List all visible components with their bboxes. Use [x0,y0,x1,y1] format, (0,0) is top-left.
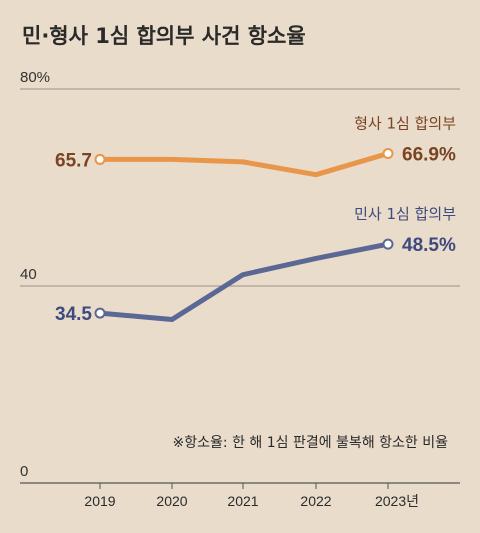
start-value-label: 65.7 [55,150,92,171]
x-tick-label: 2020 [156,493,187,509]
y-tick-label: 40 [20,266,37,283]
y-tick-label: 0 [20,463,28,480]
x-tick-label: 2021 [227,493,258,509]
series-line [97,151,391,178]
y-tick-label: 80% [20,69,50,86]
series-group: 65.7 66.9% 형사 1심 합의부 34.5 48.5% 민사 1심 합의부 [55,115,456,326]
y-axis-ticks: 80% 40 0 [20,69,50,480]
x-axis-ticks: 2019 2020 2021 2022 2023년 [84,483,419,509]
end-value-label: 48.5% [402,235,456,256]
data-point-start [94,307,106,319]
x-tick-label: 2022 [300,493,331,509]
end-value-label: 66.9% [402,145,456,166]
series-line [97,241,391,322]
data-point-start [94,153,106,165]
x-tick-label: 2019 [84,493,115,509]
data-point-end [382,148,394,160]
x-tick-label: 2023년 [375,493,419,509]
series-name-label: 형사 1심 합의부 [354,115,456,133]
footnote: ※항소율: 한 해 1심 판결에 불복해 항소한 비율 [173,435,449,451]
gridlines [20,88,460,484]
chart-title: 민·형사 1심 합의부 사건 항소율 [22,24,306,48]
data-point-end [382,238,394,250]
series-name-label: 민사 1심 합의부 [354,205,456,223]
start-value-label: 34.5 [55,304,92,325]
